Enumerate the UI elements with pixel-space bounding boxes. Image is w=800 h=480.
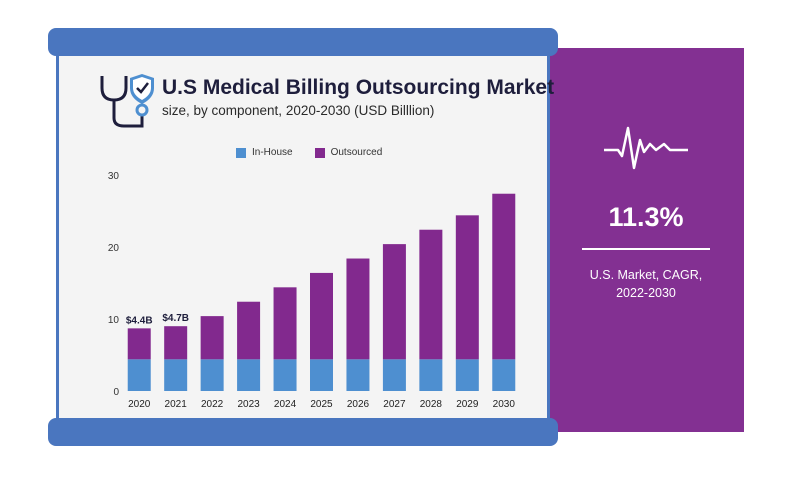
bar-outsourced (164, 326, 188, 360)
x-tick-label: 2030 (493, 399, 516, 410)
cagr-divider (582, 248, 710, 250)
cagr-label-line-2: 2022-2030 (616, 286, 676, 300)
x-tick-label: 2027 (383, 399, 406, 410)
bottom-scroll-bar (48, 418, 558, 446)
bar-outsourced (127, 328, 151, 360)
y-tick-label: 0 (113, 387, 119, 398)
bar-in-house (127, 359, 151, 391)
bar-in-house (200, 359, 224, 391)
stethoscope-shield-icon (100, 74, 154, 128)
cagr-label: U.S. Market, CAGR, 2022-2030 (566, 266, 726, 302)
y-tick-label: 10 (108, 315, 120, 326)
y-tick-label: 20 (108, 243, 120, 254)
x-tick-label: 2025 (310, 399, 333, 410)
legend-label-outsourced: Outsourced (330, 147, 383, 158)
x-tick-label: 2023 (237, 399, 260, 410)
chart-legend: In-House Outsourced (236, 147, 404, 158)
chart-title: U.S Medical Billing Outsourcing Market (162, 76, 555, 99)
legend-label-in-house: In-House (252, 147, 293, 158)
bar-outsourced (455, 215, 479, 360)
bar-outsourced (419, 229, 443, 360)
x-tick-label: 2022 (201, 399, 224, 410)
x-tick-label: 2021 (165, 399, 188, 410)
bar-in-house (382, 359, 406, 391)
x-tick-label: 2026 (347, 399, 370, 410)
bar-outsourced (273, 287, 297, 360)
bar-outsourced (200, 316, 224, 360)
bar-outsourced (492, 193, 516, 360)
bar-in-house (164, 359, 188, 391)
bar-outsourced (237, 301, 261, 360)
legend-swatch-in-house (236, 147, 246, 158)
cagr-panel (546, 48, 744, 432)
data-label: $4.7B (162, 313, 189, 324)
bar-outsourced (346, 258, 370, 360)
y-tick-label: 30 (108, 171, 120, 182)
chart-subtitle: size, by component, 2020-2030 (USD Billl… (162, 103, 435, 118)
legend-swatch-outsourced (314, 147, 325, 158)
heartbeat-pulse-icon (604, 126, 688, 170)
x-tick-label: 2020 (128, 399, 151, 410)
bar-in-house (419, 359, 443, 391)
top-scroll-bar (48, 28, 558, 56)
legend-item-in-house: In-House (236, 147, 293, 158)
x-tick-label: 2029 (456, 399, 479, 410)
cagr-value: 11.3% (608, 202, 684, 232)
bar-in-house (346, 359, 370, 391)
bar-outsourced (382, 244, 406, 360)
bar-in-house (310, 359, 333, 391)
x-tick-label: 2028 (420, 399, 443, 410)
data-label: $4.4B (126, 315, 153, 326)
bar-in-house (237, 359, 261, 391)
cagr-label-line-1: U.S. Market, CAGR, (589, 268, 703, 282)
bar-outsourced (310, 272, 333, 360)
x-tick-label: 2024 (274, 399, 297, 410)
bar-in-house (273, 359, 297, 391)
legend-item-outsourced: Outsourced (314, 147, 383, 158)
bar-in-house (492, 359, 516, 391)
bar-in-house (455, 359, 479, 391)
